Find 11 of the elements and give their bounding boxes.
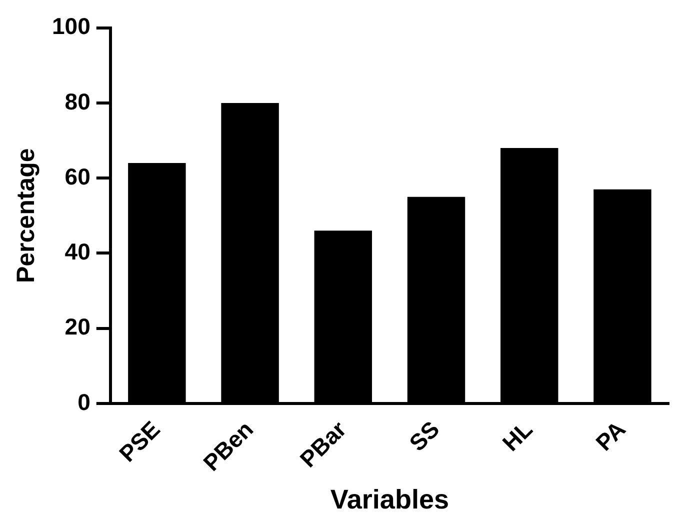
- x-tick-label: PA: [590, 416, 630, 456]
- x-tick-label: SS: [404, 416, 444, 456]
- y-tick-label: 40: [64, 238, 90, 265]
- y-tick-label: 20: [64, 314, 90, 340]
- y-tick-label: 60: [64, 163, 90, 190]
- y-tick-label: 80: [64, 88, 90, 114]
- y-tick-label: 100: [52, 13, 90, 40]
- x-axis-title: Variables: [330, 484, 449, 514]
- x-tick-label: HL: [497, 416, 538, 456]
- y-tick-label: 0: [78, 388, 90, 415]
- y-axis-title: Percentage: [12, 148, 40, 284]
